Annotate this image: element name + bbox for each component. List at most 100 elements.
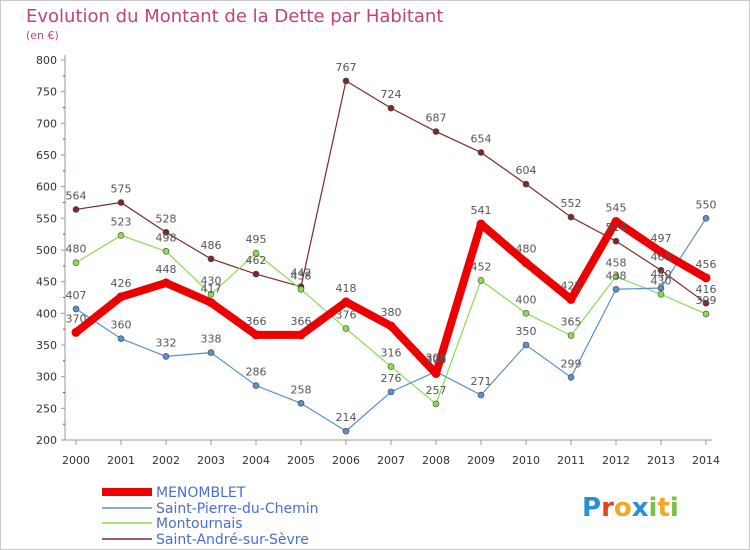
y-tick-label: 600 bbox=[36, 181, 57, 194]
data-point bbox=[387, 363, 395, 370]
data-label: 430 bbox=[201, 274, 222, 287]
logo-text: Proxiti bbox=[582, 493, 679, 523]
x-tick-label: 2001 bbox=[107, 454, 135, 467]
data-label: 480 bbox=[66, 243, 87, 256]
data-point bbox=[566, 294, 576, 304]
data-point bbox=[117, 232, 125, 239]
data-label: 286 bbox=[246, 366, 267, 379]
data-point bbox=[522, 310, 530, 317]
data-point bbox=[477, 391, 485, 399]
x-tick-label: 2011 bbox=[557, 454, 585, 467]
data-label: 422 bbox=[561, 279, 582, 292]
data-label: 523 bbox=[111, 215, 132, 228]
data-point bbox=[702, 310, 710, 318]
y-tick-label: 500 bbox=[36, 244, 57, 257]
data-labels: 564 575 528 486 462 442 767 724 687 654 604 552 514 4… bbox=[66, 61, 717, 424]
axes: 200 250 300 350 400 450 500 550 600 650 700 750 800 2… bbox=[36, 54, 720, 467]
data-label: 438 bbox=[606, 269, 627, 282]
data-point bbox=[342, 325, 350, 332]
legend-label: Montournais bbox=[156, 516, 243, 532]
data-label: 564 bbox=[66, 189, 87, 202]
data-label: 257 bbox=[426, 384, 447, 397]
data-label: 767 bbox=[336, 61, 357, 74]
logo-letter: P bbox=[582, 493, 601, 523]
data-label: 271 bbox=[471, 375, 492, 388]
data-label: 370 bbox=[66, 312, 87, 325]
data-label: 400 bbox=[516, 293, 537, 306]
plot-area bbox=[71, 77, 711, 435]
logo-letter: r bbox=[601, 493, 614, 523]
legend-label: MENOMBLET bbox=[156, 485, 246, 501]
data-point bbox=[432, 128, 440, 135]
x-tick-label: 2008 bbox=[422, 454, 450, 467]
data-label: 495 bbox=[246, 233, 267, 246]
data-point bbox=[296, 330, 306, 340]
data-point bbox=[116, 292, 126, 302]
data-point bbox=[207, 255, 215, 263]
data-label: 452 bbox=[471, 260, 492, 273]
data-label: 498 bbox=[156, 231, 177, 244]
y-tick-label: 650 bbox=[36, 149, 57, 162]
data-label: 468 bbox=[651, 250, 672, 263]
data-label: 305 bbox=[426, 354, 447, 367]
logo-letter: i bbox=[670, 493, 679, 523]
data-point bbox=[71, 327, 81, 337]
data-point bbox=[297, 285, 305, 293]
logo-letter: x bbox=[632, 493, 649, 523]
data-label: 514 bbox=[606, 221, 627, 234]
x-tick-label: 2012 bbox=[602, 454, 630, 467]
data-point bbox=[567, 213, 575, 221]
y-tick-label: 250 bbox=[36, 402, 57, 415]
data-point bbox=[207, 349, 215, 356]
data-label: 462 bbox=[246, 254, 267, 267]
data-label: 604 bbox=[516, 164, 537, 177]
data-point bbox=[72, 206, 80, 213]
data-point bbox=[251, 330, 261, 340]
logo-letter: t bbox=[657, 493, 669, 523]
data-label: 214 bbox=[336, 411, 357, 424]
data-point bbox=[612, 285, 620, 293]
x-tick-label: 2005 bbox=[287, 454, 315, 467]
data-point bbox=[476, 219, 486, 229]
data-point bbox=[387, 104, 395, 112]
data-label: 442 bbox=[291, 267, 312, 280]
chart-subtitle: (en €) bbox=[26, 29, 59, 42]
data-point bbox=[477, 149, 485, 156]
data-label: 456 bbox=[696, 258, 717, 271]
data-label: 480 bbox=[516, 243, 537, 256]
data-point bbox=[522, 341, 530, 349]
legend-label: Saint-Pierre-du-Chemin bbox=[156, 501, 319, 517]
y-tick-label: 750 bbox=[36, 86, 57, 99]
data-label: 486 bbox=[201, 239, 222, 252]
data-label: 687 bbox=[426, 112, 447, 125]
x-tick-label: 2003 bbox=[197, 454, 225, 467]
data-label: 458 bbox=[606, 257, 627, 270]
data-point bbox=[657, 266, 665, 274]
data-point bbox=[342, 77, 350, 85]
legend-label: Saint-André-sur-Sèvre bbox=[156, 532, 309, 548]
data-label: 541 bbox=[471, 204, 492, 217]
logo-letter: o bbox=[614, 493, 632, 523]
data-label: 430 bbox=[651, 274, 672, 287]
data-point bbox=[432, 400, 440, 408]
y-tick-label: 450 bbox=[36, 276, 57, 289]
data-label: 440 bbox=[651, 268, 672, 281]
x-tick-label: 2007 bbox=[377, 454, 405, 467]
y-tick-label: 200 bbox=[36, 434, 57, 447]
data-label: 399 bbox=[696, 294, 717, 307]
x-tick-label: 2002 bbox=[152, 454, 180, 467]
y-tick-label: 550 bbox=[36, 212, 57, 225]
data-point bbox=[477, 277, 485, 284]
x-tick-label: 2006 bbox=[332, 454, 360, 467]
data-point bbox=[252, 249, 260, 257]
data-label: 316 bbox=[381, 347, 402, 360]
data-point bbox=[567, 332, 575, 339]
data-label: 448 bbox=[156, 263, 177, 276]
data-label: 338 bbox=[201, 333, 222, 346]
x-tick-label: 2010 bbox=[512, 454, 540, 467]
data-point bbox=[162, 247, 170, 255]
data-label: 575 bbox=[111, 183, 132, 196]
